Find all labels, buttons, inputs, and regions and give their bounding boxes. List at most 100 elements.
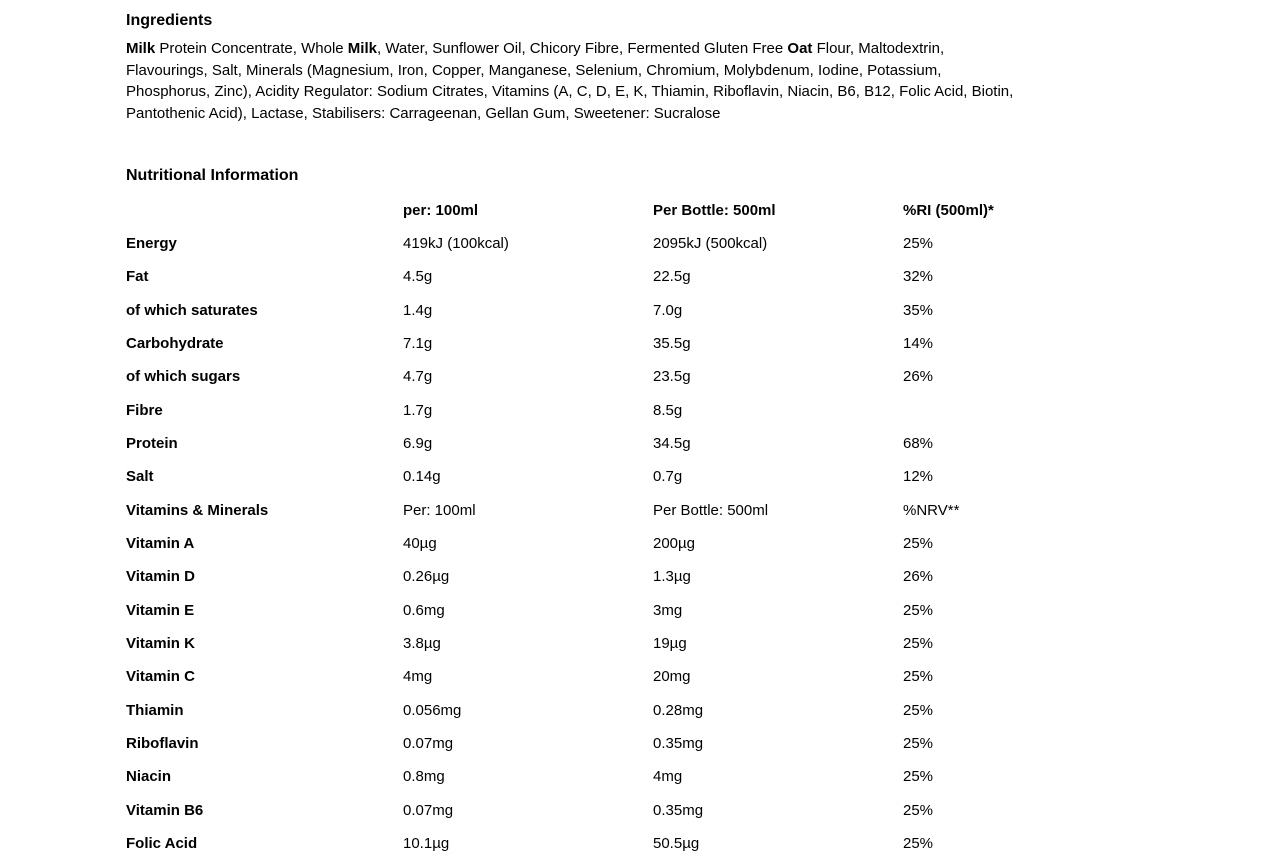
per-100ml-value: 0.07mg <box>403 801 454 819</box>
ri-value: 25% <box>903 701 934 719</box>
ingredient-text-segment: Flavourings, Salt, Minerals (Magnesium, … <box>126 61 942 79</box>
ri-value: 12% <box>903 468 934 486</box>
header-cell-ri-500ml: %RI (500ml)* <box>903 201 994 219</box>
per-bottle-value: Per Bottle: 500ml <box>653 501 769 519</box>
table-row-fibre: Fibre 1.7g 8.5g <box>126 393 1280 426</box>
table-row-carbohydrate: Carbohydrate 7.1g 35.5g 14% <box>126 327 1280 360</box>
ingredients-section: Ingredients Milk Protein Concentrate, Wh… <box>126 11 1280 124</box>
table-row-of-which-sugars: of which sugars 4.7g 23.5g 26% <box>126 360 1280 393</box>
table-row-energy: Energy 419kJ (100kcal) 2095kJ (500kcal) 25% <box>126 227 1280 260</box>
nutrient-label: Fibre <box>126 401 163 419</box>
table-row-fat: Fat 4.5g 22.5g 32% <box>126 260 1280 293</box>
per-100ml-value: 1.4g <box>403 301 433 319</box>
per-100ml-value: 7.1g <box>403 334 433 352</box>
per-bottle-value: 23.5g <box>653 368 691 386</box>
per-100ml-value: 6.9g <box>403 434 433 452</box>
allergen-emphasis: Oat <box>787 40 813 57</box>
ri-value: 14% <box>903 334 934 352</box>
per-100ml-value: 0.14g <box>403 468 441 486</box>
per-100ml-value: 0.6mg <box>403 601 445 619</box>
ri-value: 26% <box>903 568 934 586</box>
per-bottle-value: 1.3µg <box>653 568 691 586</box>
header-cell-per-100ml: per: 100ml <box>403 201 479 219</box>
nutrient-label: Vitamin E <box>126 601 195 619</box>
per-bottle-value: 0.35mg <box>653 801 704 819</box>
table-row-vitamins-minerals: Vitamins & Minerals Per: 100ml Per Bottle:… <box>126 493 1280 526</box>
per-bottle-value: 2095kJ (500kcal) <box>653 234 768 252</box>
nutrient-label: Energy <box>126 234 177 252</box>
per-100ml-value: 3.8µg <box>403 635 441 653</box>
ri-value: 68% <box>903 434 934 452</box>
table-row-protein: Protein 6.9g 34.5g 68% <box>126 427 1280 460</box>
per-100ml-value: 10.1µg <box>403 835 450 853</box>
nutrient-label: of which saturates <box>126 301 258 319</box>
ingredient-text-segment: Protein Concentrate, Whole <box>155 40 348 57</box>
table-row-salt: Salt 0.14g 0.7g 12% <box>126 460 1280 493</box>
nutrient-label: Folic Acid <box>126 835 198 853</box>
nutrient-label: Vitamin C <box>126 668 195 686</box>
ri-value: %NRV** <box>903 501 960 519</box>
ingredient-text-segment: Pantothenic Acid), Lactase, Stabilisers:… <box>126 104 721 122</box>
nutrition-table-header-row: per: 100ml Per Bottle: 500ml %RI (500ml)* <box>126 193 1280 226</box>
per-bottle-value: 0.28mg <box>653 701 704 719</box>
nutrient-label: Vitamin A <box>126 534 195 552</box>
ingredients-text: Milk Protein Concentrate, Whole Milk, Wa… <box>126 38 1280 124</box>
ri-value: 35% <box>903 301 934 319</box>
per-100ml-value: 40µg <box>403 534 437 552</box>
ri-value: 25% <box>903 601 934 619</box>
nutrient-label: Riboflavin <box>126 735 199 753</box>
per-bottle-value: 22.5g <box>653 268 691 286</box>
per-bottle-value: 20mg <box>653 668 691 686</box>
ri-value: 25% <box>903 668 934 686</box>
nutrient-label: Thiamin <box>126 701 184 719</box>
ri-value: 25% <box>903 801 934 819</box>
ingredients-title: Ingredients <box>126 12 213 29</box>
ri-value: 32% <box>903 268 934 286</box>
nutrient-label: Protein <box>126 434 178 452</box>
nutrition-section: Nutritional Information per: 100ml Per Bo… <box>126 166 1280 860</box>
per-100ml-value: 0.26µg <box>403 568 450 586</box>
per-100ml-value: 0.07mg <box>403 735 454 753</box>
per-bottle-value: 3mg <box>653 601 683 619</box>
per-100ml-value: Per: 100ml <box>403 501 476 519</box>
per-100ml-value: 4.7g <box>403 368 433 386</box>
per-bottle-value: 35.5g <box>653 334 691 352</box>
nutrient-label: Salt <box>126 468 154 486</box>
table-row-vitamin-k: Vitamin K 3.8µg 19µg 25% <box>126 627 1280 660</box>
table-row-folic-acid: Folic Acid 10.1µg 50.5µg 25% <box>126 827 1280 860</box>
per-bottle-value: 7.0g <box>653 301 683 319</box>
nutrient-label: Vitamin D <box>126 568 195 586</box>
header-cell-per-bottle-500ml: Per Bottle: 500ml <box>653 201 776 219</box>
per-100ml-value: 1.7g <box>403 401 433 419</box>
ingredient-text-segment: Flour, Maltodextrin, <box>812 40 945 57</box>
per-bottle-value: 0.7g <box>653 468 683 486</box>
table-row-riboflavin: Riboflavin 0.07mg 0.35mg 25% <box>126 727 1280 760</box>
per-bottle-value: 34.5g <box>653 434 691 452</box>
ingredient-text-segment: Phosphorus, Zinc), Acidity Regulator: So… <box>126 83 1014 101</box>
ri-value: 25% <box>903 835 934 853</box>
nutrient-label: Vitamin B6 <box>126 801 204 819</box>
nutrient-label: Vitamin K <box>126 635 195 653</box>
per-100ml-value: 0.8mg <box>403 768 445 786</box>
per-bottle-value: 0.35mg <box>653 735 704 753</box>
per-bottle-value: 19µg <box>653 635 687 653</box>
per-bottle-value: 8.5g <box>653 401 683 419</box>
table-row-vitamin-d: Vitamin D 0.26µg 1.3µg 26% <box>126 560 1280 593</box>
per-100ml-value: 4.5g <box>403 268 433 286</box>
ri-value: 26% <box>903 368 934 386</box>
ri-value: 25% <box>903 735 934 753</box>
ri-value: 25% <box>903 534 934 552</box>
per-100ml-value: 0.056mg <box>403 701 462 719</box>
per-bottle-value: 50.5µg <box>653 835 700 853</box>
nutrient-label: Carbohydrate <box>126 334 224 352</box>
nutrient-label: Vitamins & Minerals <box>126 501 269 519</box>
per-bottle-value: 200µg <box>653 534 696 552</box>
per-100ml-value: 4mg <box>403 668 433 686</box>
table-row-vitamin-c: Vitamin C 4mg 20mg 25% <box>126 660 1280 693</box>
ingredient-text-segment: , Water, Sunflower Oil, Chicory Fibre, F… <box>376 40 788 57</box>
per-100ml-value: 419kJ (100kcal) <box>403 234 509 252</box>
nutrition-table: per: 100ml Per Bottle: 500ml %RI (500ml)* E… <box>126 193 1280 860</box>
nutrition-title: Nutritional Information <box>126 167 299 185</box>
table-row-of-which-saturates: of which saturates 1.4g 7.0g 35% <box>126 293 1280 326</box>
